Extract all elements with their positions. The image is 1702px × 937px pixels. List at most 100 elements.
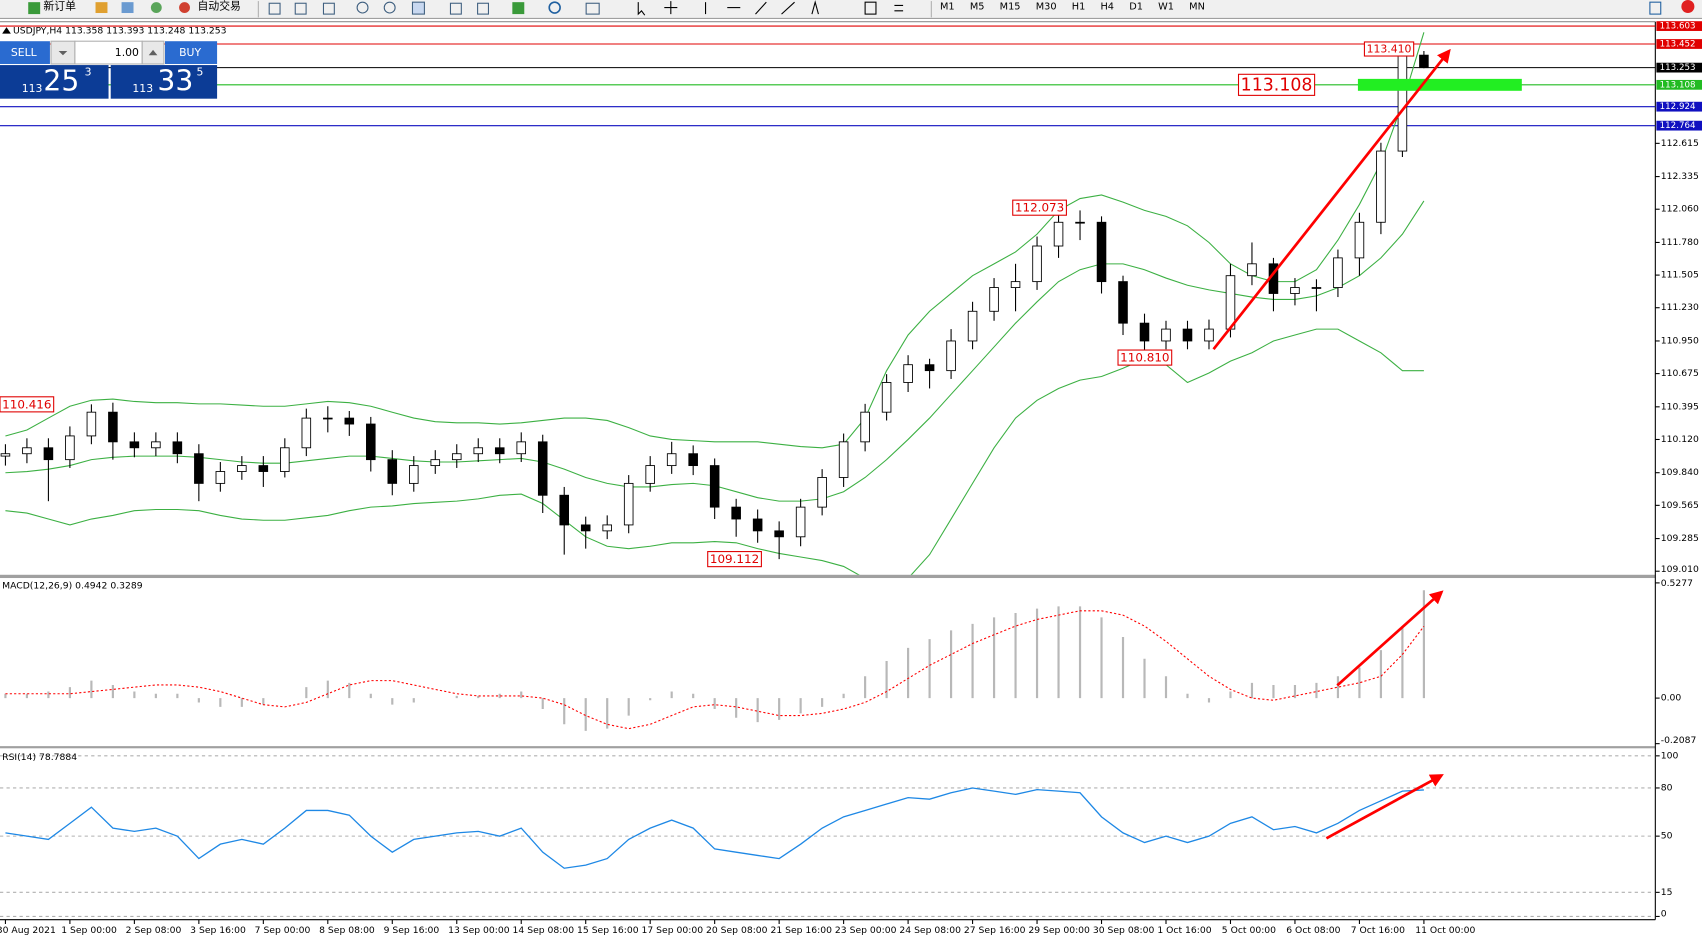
new-order-button[interactable]: 新订单 (43, 0, 76, 13)
bollinger-upper (5, 32, 1425, 449)
price-level-tag (1656, 79, 1702, 90)
x-tick-label: 29 Sep 00:00 (1028, 925, 1090, 936)
toolbar-icon[interactable] (411, 1, 425, 15)
text-icon[interactable] (811, 0, 819, 15)
candle-body (1161, 328, 1171, 342)
candle-body (1376, 150, 1386, 223)
price-level-label: 112.764 (1660, 121, 1696, 131)
annotation-box (1117, 349, 1173, 366)
trend-arrow[interactable] (1212, 48, 1451, 351)
candle-body (752, 518, 763, 532)
bid-big: 113 (22, 82, 43, 95)
toolbar-icon[interactable] (150, 2, 162, 14)
annotation-box (1012, 199, 1067, 216)
x-tick-label: 30 Sep 08:00 (1093, 925, 1155, 936)
new-order-icon[interactable] (28, 2, 41, 15)
trend-arrow[interactable] (1325, 774, 1444, 840)
toolbar-icon[interactable] (477, 2, 489, 15)
x-tick-label: 8 Sep 08:00 (319, 925, 375, 936)
candle-body (344, 417, 355, 425)
sell-price-box[interactable] (0, 65, 109, 99)
ohlc-value: 113.358 (65, 25, 103, 36)
price-annotation[interactable]: 113.410 (1367, 43, 1412, 56)
x-tick-label: 20 Sep 08:00 (706, 925, 768, 936)
timeframe-button[interactable]: MN (1189, 2, 1205, 13)
toolbar-icon[interactable] (121, 2, 134, 14)
timeframe-button[interactable]: M30 (1036, 2, 1057, 13)
lots-value: 1.00 (115, 46, 139, 59)
timeframe-button[interactable]: M15 (1000, 2, 1021, 13)
panel-separator (0, 746, 1656, 749)
period-icon[interactable] (548, 1, 561, 14)
collapse-icon[interactable] (2, 27, 11, 34)
y-tick-label: 50 (1661, 831, 1673, 842)
auto-trading-icon[interactable] (179, 2, 190, 14)
x-tick-label: 15 Sep 16:00 (577, 925, 639, 936)
timeframe-button[interactable]: D1 (1129, 2, 1143, 13)
x-tick-label: 27 Sep 16:00 (964, 925, 1026, 936)
search-icon[interactable] (1649, 1, 1662, 15)
highlight-zone[interactable] (1357, 78, 1522, 91)
arrows-icon[interactable] (894, 4, 904, 12)
toolbar-icon[interactable] (95, 2, 108, 14)
x-tick-label: 7 Sep 00:00 (255, 925, 311, 936)
main-plot: 113.410 113.108 112.073 110.810 110.416 109.1… (0, 25, 1656, 575)
template-icon[interactable] (585, 2, 600, 15)
y-tick-label: 109.010 (1661, 564, 1699, 575)
candle-body (129, 441, 140, 449)
buy-price-box[interactable] (110, 65, 218, 99)
candle-body (1419, 54, 1429, 69)
price-level-label: 113.108 (1660, 80, 1696, 90)
timeframe-button[interactable]: M1 (940, 2, 955, 13)
auto-trading-button[interactable]: 自动交易 (198, 0, 241, 13)
candle-body (473, 447, 484, 455)
candle-body (688, 453, 698, 467)
zoom-out-icon[interactable] (383, 1, 396, 14)
toolbar-icon[interactable] (322, 2, 335, 15)
label-icon[interactable] (864, 1, 877, 15)
candle-body (537, 441, 548, 496)
candle-body (451, 453, 462, 461)
candle-body (108, 411, 118, 443)
price-annotation[interactable]: 110.416 (2, 397, 51, 411)
toolbar-icon[interactable] (449, 2, 462, 15)
toolbar-icon[interactable] (268, 2, 281, 15)
timeframe-button[interactable]: H1 (1072, 2, 1086, 13)
toolbar-icon[interactable] (294, 2, 307, 15)
notification-icon[interactable] (1681, 0, 1695, 14)
timeframe-button[interactable]: H4 (1100, 2, 1114, 13)
indicators-icon[interactable] (512, 2, 525, 15)
zoom-in-icon[interactable] (356, 1, 369, 14)
price-annotation[interactable]: 112.073 (1015, 201, 1064, 215)
channel-icon[interactable] (781, 1, 795, 15)
indicator-label: MACD(12,26,9) 0.4942 0.3289 (2, 580, 143, 591)
x-tick-label: 6 Oct 08:00 (1286, 925, 1340, 936)
crosshair-icon[interactable] (664, 1, 678, 15)
y-tick-label: 109.285 (1661, 533, 1699, 544)
timeframe-button[interactable]: W1 (1158, 2, 1174, 13)
cursor-icon[interactable] (637, 2, 646, 16)
y-tick-label: 112.335 (1661, 171, 1699, 182)
ohlc-value: 113.253 (188, 25, 226, 36)
price-annotation[interactable]: 113.108 (1241, 75, 1313, 95)
candle-body (1032, 245, 1042, 283)
annotation-box (707, 551, 762, 568)
candle-body (1053, 221, 1064, 247)
price-annotation[interactable]: 109.112 (710, 552, 759, 566)
timeframe-button[interactable]: M5 (970, 2, 985, 13)
y-tick-label: 111.505 (1661, 270, 1699, 281)
trend-arrow[interactable] (1336, 590, 1444, 687)
price-annotation[interactable]: 110.810 (1120, 351, 1169, 365)
x-tick-label: 30 Aug 2021 (0, 925, 56, 936)
candle-body (387, 459, 398, 484)
indicator-value: 0.3289 (110, 580, 142, 591)
trendline-icon[interactable] (755, 1, 767, 15)
y-tick-label: 110.950 (1661, 335, 1699, 346)
price-level-tag (1656, 101, 1702, 112)
y-tick-label: 110.675 (1661, 368, 1699, 379)
price-level-label: 113.253 (1660, 63, 1696, 73)
chart-header: USDJPY,H4 113.358 113.393 113.248 113.25… (13, 25, 227, 36)
buy-button[interactable] (164, 41, 218, 64)
sell-button[interactable] (0, 41, 50, 64)
y-tick-label: 111.230 (1661, 302, 1699, 313)
